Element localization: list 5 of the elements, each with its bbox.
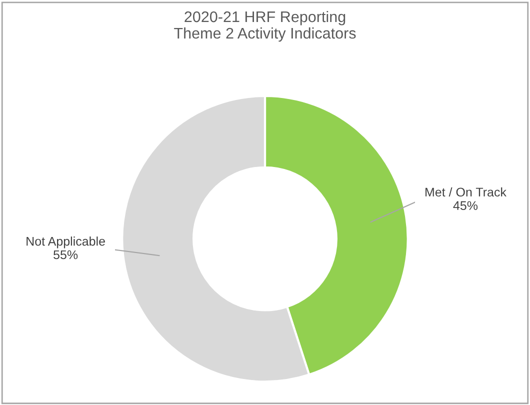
slice-label: Not Applicable	[26, 236, 105, 248]
slice-label: Met / On Track	[426, 187, 506, 197]
chart-title: 2020-21 HRF Reporting Theme 2 Activity Indicators	[174, 10, 356, 42]
data-label: 55%	[54, 250, 78, 260]
data-label: 45%	[453, 201, 478, 210]
